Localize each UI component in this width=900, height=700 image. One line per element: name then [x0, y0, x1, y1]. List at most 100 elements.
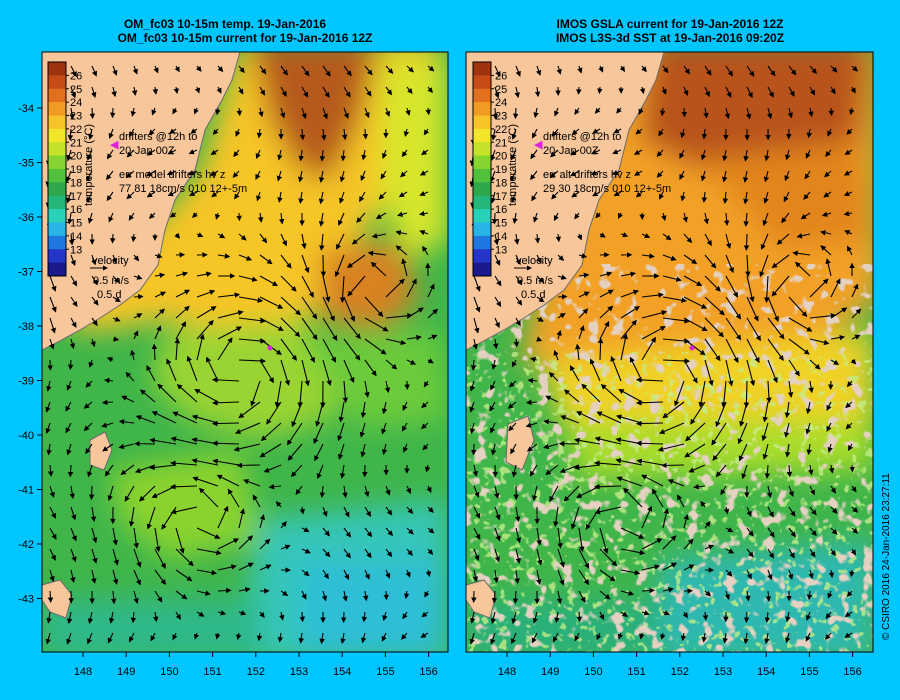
current-arrow	[259, 275, 279, 287]
current-arrow	[49, 296, 57, 313]
current-arrow	[167, 149, 177, 155]
current-arrow	[536, 548, 543, 566]
current-arrow	[382, 611, 388, 622]
current-arrow	[494, 317, 500, 329]
current-arrow	[508, 422, 517, 432]
current-arrow	[658, 128, 664, 137]
current-arrow	[217, 337, 233, 361]
current-arrow	[721, 380, 727, 408]
current-arrow	[67, 212, 73, 225]
current-arrow	[746, 527, 754, 537]
current-arrow	[844, 230, 853, 236]
current-arrow	[421, 422, 429, 430]
current-arrow	[685, 422, 706, 442]
current-arrow	[785, 443, 791, 458]
current-arrow	[351, 233, 366, 245]
current-arrow	[620, 611, 628, 617]
current-arrow	[787, 380, 794, 398]
current-arrow	[536, 569, 542, 585]
current-arrow	[86, 191, 93, 203]
current-arrow	[154, 272, 166, 279]
current-arrow	[238, 275, 258, 282]
current-arrow	[364, 338, 387, 355]
current-arrow	[641, 610, 650, 616]
current-arrow	[828, 107, 834, 117]
current-arrow	[280, 65, 288, 76]
current-arrow	[680, 128, 686, 139]
current-arrow	[112, 296, 121, 303]
current-arrow	[569, 365, 580, 382]
colorbar-tick-label: 13	[70, 244, 82, 256]
current-arrow	[112, 65, 118, 76]
current-arrow	[343, 65, 352, 77]
current-arrow	[364, 86, 372, 97]
current-arrow	[259, 65, 267, 75]
current-arrow	[315, 401, 324, 427]
current-arrow	[69, 485, 75, 500]
current-arrow	[420, 632, 429, 638]
current-arrow	[118, 419, 135, 425]
current-arrow	[406, 307, 424, 319]
current-arrow	[342, 380, 349, 404]
colorbar-swatch	[473, 249, 491, 264]
x-tick-label: 151	[627, 666, 645, 678]
colorbar-swatch	[473, 222, 491, 237]
current-arrow	[118, 443, 135, 450]
current-arrow	[384, 107, 391, 117]
colorbar-tick-label: 19	[495, 164, 507, 176]
current-arrow	[851, 65, 859, 72]
current-arrow	[385, 278, 405, 298]
current-arrow	[395, 230, 408, 236]
current-arrow	[343, 527, 352, 538]
current-arrow	[661, 86, 667, 95]
current-arrow	[243, 479, 261, 487]
current-arrow	[173, 86, 179, 95]
current-arrow	[418, 210, 429, 217]
current-arrow	[746, 65, 755, 77]
current-arrow	[473, 275, 481, 292]
current-arrow	[196, 611, 205, 617]
current-arrow	[556, 65, 562, 75]
current-arrow	[406, 548, 413, 556]
current-arrow	[88, 485, 95, 501]
current-arrow	[107, 632, 114, 644]
current-arrow	[473, 506, 481, 519]
current-arrow	[359, 422, 366, 438]
current-arrow	[515, 527, 522, 544]
current-arrow	[556, 329, 562, 340]
current-arrow	[343, 296, 355, 322]
current-arrow	[319, 149, 326, 162]
current-arrow	[788, 548, 795, 559]
current-arrow	[690, 401, 706, 425]
current-arrow	[297, 170, 304, 183]
current-arrow	[765, 590, 772, 602]
current-arrow	[427, 506, 434, 513]
current-arrow	[830, 506, 838, 514]
current-arrow	[682, 611, 688, 619]
colorbar-tick-label: 15	[70, 218, 82, 230]
current-arrow	[124, 485, 135, 502]
x-tick-label: 148	[498, 666, 516, 678]
current-arrow	[427, 358, 434, 364]
current-arrow	[340, 632, 346, 645]
current-arrow	[809, 65, 818, 75]
current-arrow	[385, 506, 393, 516]
colorbar-tick-label: 18	[495, 177, 507, 189]
current-arrow	[427, 527, 435, 534]
current-arrow	[536, 336, 543, 342]
current-arrow	[190, 128, 198, 134]
current-arrow	[406, 334, 422, 341]
current-arrow	[635, 377, 664, 383]
legend-velocity: velocity	[516, 255, 553, 267]
current-arrow	[634, 170, 643, 176]
current-arrow	[489, 401, 496, 412]
current-arrow	[188, 149, 198, 155]
current-arrow	[641, 505, 653, 529]
colorbar-swatch	[473, 195, 491, 210]
current-arrow	[725, 65, 734, 77]
current-arrow	[361, 611, 368, 623]
x-tick-label: 150	[160, 666, 178, 678]
current-arrow	[788, 317, 813, 332]
current-arrow	[641, 564, 661, 571]
